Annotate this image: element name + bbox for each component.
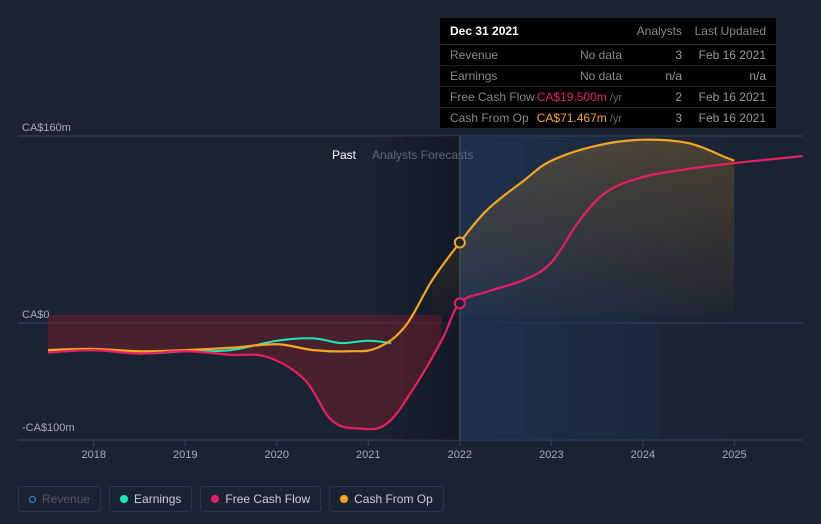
chart-legend: Revenue Earnings Free Cash Flow Cash From O… [18,486,444,512]
y-label-bottom: -CA$100m [22,422,75,434]
legend-label: Free Cash Flow [225,492,310,506]
tooltip-row-value: CA$71.467m/yr [537,111,622,125]
fcf-marker [455,298,465,308]
tooltip-row-label: Free Cash Flow [450,90,537,104]
legend-item-revenue[interactable]: Revenue [18,486,101,512]
tooltip-row-value: No data [580,48,622,62]
cfo-marker [455,238,465,248]
revenue-dot-icon [29,496,36,503]
tooltip-row: EarningsNo datan/an/a [440,66,776,87]
x-label: 2020 [265,449,289,461]
legend-item-earnings[interactable]: Earnings [109,486,192,512]
tooltip-row-value: No data [580,69,622,83]
y-label-mid: CA$0 [22,309,50,321]
x-label: 2024 [631,449,655,461]
tooltip-row-label: Earnings [450,69,580,83]
tooltip-col-analysts: Analysts [622,24,682,38]
fcf-dot-icon [211,495,219,503]
tooltip-header: Dec 31 2021 Analysts Last Updated [440,18,776,45]
tooltip-col-updated: Last Updated [682,24,766,38]
tooltip-row-updated: Feb 16 2021 [682,90,766,104]
x-label: 2022 [448,449,472,461]
x-label: 2021 [356,449,380,461]
legend-label: Earnings [134,492,181,506]
tooltip-row-label: Revenue [450,48,580,62]
legend-label: Revenue [42,492,90,506]
cfo-dot-icon [340,495,348,503]
tooltip-row-analysts: 3 [622,111,682,125]
tooltip-row: Cash From OpCA$71.467m/yr3Feb 16 2021 [440,108,776,128]
y-label-top: CA$160m [22,122,71,134]
legend-label: Cash From Op [354,492,433,506]
tooltip-row: Free Cash FlowCA$19.500m/yr2Feb 16 2021 [440,87,776,108]
tooltip-row-value: CA$19.500m/yr [537,90,622,104]
tooltip-row-unit: /yr [610,113,622,125]
chart-tooltip: Dec 31 2021 Analysts Last Updated Revenu… [440,18,776,128]
tooltip-row-label: Cash From Op [450,111,537,125]
x-label: 2025 [722,449,746,461]
legend-item-cfo[interactable]: Cash From Op [329,486,444,512]
tooltip-row-updated: Feb 16 2021 [682,48,766,62]
tooltip-row-unit: /yr [610,92,622,104]
tooltip-row-updated: Feb 16 2021 [682,111,766,125]
tooltip-row-analysts: n/a [622,69,682,83]
tooltip-row-analysts: 2 [622,90,682,104]
x-label: 2019 [173,449,197,461]
legend-item-fcf[interactable]: Free Cash Flow [200,486,321,512]
tooltip-row-updated: n/a [682,69,766,83]
x-label: 2023 [539,449,563,461]
chart-container: Past Analysts Forecasts CA$160m CA$0 -CA… [0,0,821,524]
x-label: 2018 [82,449,106,461]
tooltip-row: RevenueNo data3Feb 16 2021 [440,45,776,66]
tooltip-date: Dec 31 2021 [450,24,622,38]
earnings-dot-icon [120,495,128,503]
tooltip-row-analysts: 3 [622,48,682,62]
